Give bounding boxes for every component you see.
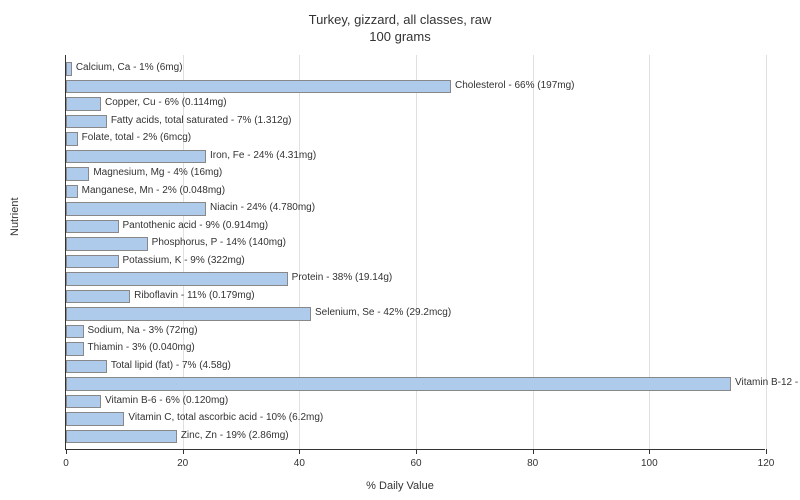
- bar-label: Thiamin - 3% (0.040mg): [88, 340, 195, 356]
- bar-label: Folate, total - 2% (6mcg): [82, 130, 191, 146]
- bar-label: Total lipid (fat) - 7% (4.58g): [111, 358, 231, 374]
- bar-row: Calcium, Ca - 1% (6mg): [66, 60, 765, 78]
- nutrient-bar: [66, 290, 130, 304]
- bar-label: Protein - 38% (19.14g): [292, 270, 393, 286]
- y-axis-label: Nutrient: [9, 197, 21, 236]
- x-tick-label: 100: [641, 458, 658, 469]
- x-axis-label: % Daily Value: [366, 480, 434, 492]
- bar-row: Sodium, Na - 3% (72mg): [66, 323, 765, 341]
- nutrient-bar: [66, 307, 311, 321]
- bar-label: Pantothenic acid - 9% (0.914mg): [123, 218, 269, 234]
- bar-label: Iron, Fe - 24% (4.31mg): [210, 148, 316, 164]
- bar-row: Niacin - 24% (4.780mg): [66, 200, 765, 218]
- bar-label: Manganese, Mn - 2% (0.048mg): [82, 183, 225, 199]
- bar-label: Cholesterol - 66% (197mg): [455, 78, 575, 94]
- chart-title: Turkey, gizzard, all classes, raw 100 gr…: [0, 0, 800, 46]
- nutrient-bar: [66, 185, 78, 199]
- bar-label: Vitamin B-6 - 6% (0.120mg): [105, 393, 228, 409]
- bar-row: Protein - 38% (19.14g): [66, 270, 765, 288]
- title-line-2: 100 grams: [369, 29, 430, 44]
- bar-row: Fatty acids, total saturated - 7% (1.312…: [66, 113, 765, 131]
- bar-label: Riboflavin - 11% (0.179mg): [134, 288, 254, 304]
- nutrient-bar: [66, 377, 731, 391]
- bar-label: Potassium, K - 9% (322mg): [123, 253, 245, 269]
- x-tick: [649, 449, 650, 454]
- nutrient-bar: [66, 80, 451, 94]
- nutrient-bar: [66, 342, 84, 356]
- x-tick: [766, 449, 767, 454]
- x-tick-label: 60: [410, 458, 421, 469]
- nutrient-bar: [66, 325, 84, 339]
- bar-label: Copper, Cu - 6% (0.114mg): [105, 95, 227, 111]
- bar-row: Total lipid (fat) - 7% (4.58g): [66, 358, 765, 376]
- x-tick: [66, 449, 67, 454]
- nutrient-bar: [66, 115, 107, 129]
- bar-label: Magnesium, Mg - 4% (16mg): [93, 165, 222, 181]
- x-tick: [299, 449, 300, 454]
- nutrient-bar: [66, 412, 124, 426]
- nutrient-bar: [66, 132, 78, 146]
- nutrient-bar: [66, 167, 89, 181]
- bar-label: Phosphorus, P - 14% (140mg): [152, 235, 286, 251]
- bar-row: Potassium, K - 9% (322mg): [66, 253, 765, 271]
- x-tick-label: 80: [527, 458, 538, 469]
- bar-row: Copper, Cu - 6% (0.114mg): [66, 95, 765, 113]
- bar-label: Sodium, Na - 3% (72mg): [88, 323, 198, 339]
- x-tick-label: 20: [177, 458, 188, 469]
- bar-row: Zinc, Zn - 19% (2.86mg): [66, 428, 765, 446]
- nutrient-chart: Turkey, gizzard, all classes, raw 100 gr…: [0, 0, 800, 500]
- bar-row: Folate, total - 2% (6mcg): [66, 130, 765, 148]
- nutrient-bar: [66, 202, 206, 216]
- bar-row: Thiamin - 3% (0.040mg): [66, 340, 765, 358]
- nutrient-bar: [66, 255, 119, 269]
- bar-label: Calcium, Ca - 1% (6mg): [76, 60, 183, 76]
- bar-row: Selenium, Se - 42% (29.2mcg): [66, 305, 765, 323]
- bar-row: Phosphorus, P - 14% (140mg): [66, 235, 765, 253]
- bar-label: Vitamin B-12 - 114% (6.86mcg): [735, 375, 800, 391]
- nutrient-bar: [66, 237, 148, 251]
- x-tick-label: 40: [294, 458, 305, 469]
- x-tick: [416, 449, 417, 454]
- bar-row: Vitamin B-6 - 6% (0.120mg): [66, 393, 765, 411]
- bar-row: Iron, Fe - 24% (4.31mg): [66, 148, 765, 166]
- nutrient-bar: [66, 430, 177, 444]
- nutrient-bar: [66, 395, 101, 409]
- bar-label: Vitamin C, total ascorbic acid - 10% (6.…: [128, 410, 323, 426]
- bar-label: Zinc, Zn - 19% (2.86mg): [181, 428, 289, 444]
- nutrient-bar: [66, 150, 206, 164]
- title-line-1: Turkey, gizzard, all classes, raw: [309, 12, 492, 27]
- bar-row: Magnesium, Mg - 4% (16mg): [66, 165, 765, 183]
- bar-row: Vitamin C, total ascorbic acid - 10% (6.…: [66, 410, 765, 428]
- x-tick-label: 120: [758, 458, 775, 469]
- nutrient-bar: [66, 62, 72, 76]
- bar-row: Cholesterol - 66% (197mg): [66, 78, 765, 96]
- bar-row: Manganese, Mn - 2% (0.048mg): [66, 183, 765, 201]
- x-tick: [183, 449, 184, 454]
- x-tick: [533, 449, 534, 454]
- x-tick-label: 0: [63, 458, 69, 469]
- bar-label: Selenium, Se - 42% (29.2mcg): [315, 305, 451, 321]
- bar-row: Vitamin B-12 - 114% (6.86mcg): [66, 375, 765, 393]
- bar-label: Fatty acids, total saturated - 7% (1.312…: [111, 113, 292, 129]
- nutrient-bar: [66, 272, 288, 286]
- bar-row: Riboflavin - 11% (0.179mg): [66, 288, 765, 306]
- plot-area: 020406080100120Calcium, Ca - 1% (6mg)Cho…: [65, 55, 765, 450]
- bar-label: Niacin - 24% (4.780mg): [210, 200, 315, 216]
- nutrient-bar: [66, 360, 107, 374]
- bar-row: Pantothenic acid - 9% (0.914mg): [66, 218, 765, 236]
- nutrient-bar: [66, 97, 101, 111]
- nutrient-bar: [66, 220, 119, 234]
